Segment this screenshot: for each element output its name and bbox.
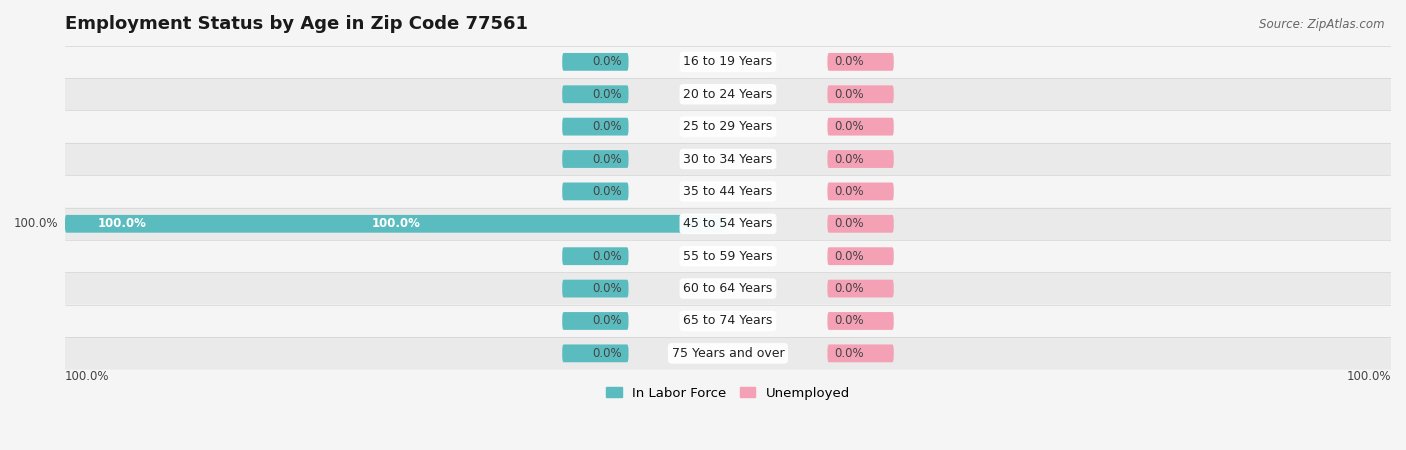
FancyBboxPatch shape xyxy=(827,312,894,330)
FancyBboxPatch shape xyxy=(827,118,894,135)
FancyBboxPatch shape xyxy=(65,78,1391,110)
Text: 0.0%: 0.0% xyxy=(592,185,621,198)
Text: Employment Status by Age in Zip Code 77561: Employment Status by Age in Zip Code 775… xyxy=(65,15,527,33)
FancyBboxPatch shape xyxy=(562,248,628,265)
Text: 60 to 64 Years: 60 to 64 Years xyxy=(683,282,773,295)
FancyBboxPatch shape xyxy=(562,86,628,103)
Text: 100.0%: 100.0% xyxy=(14,217,58,230)
Text: 0.0%: 0.0% xyxy=(834,88,863,101)
FancyBboxPatch shape xyxy=(65,337,1391,369)
Text: 0.0%: 0.0% xyxy=(834,120,863,133)
Text: 100.0%: 100.0% xyxy=(373,217,420,230)
FancyBboxPatch shape xyxy=(562,279,628,297)
FancyBboxPatch shape xyxy=(65,45,1391,78)
Text: 0.0%: 0.0% xyxy=(592,55,621,68)
Text: 100.0%: 100.0% xyxy=(98,217,148,230)
Text: 0.0%: 0.0% xyxy=(834,55,863,68)
Text: 0.0%: 0.0% xyxy=(834,217,863,230)
Text: 55 to 59 Years: 55 to 59 Years xyxy=(683,250,773,263)
Text: 0.0%: 0.0% xyxy=(834,250,863,263)
Text: 0.0%: 0.0% xyxy=(592,315,621,328)
FancyBboxPatch shape xyxy=(827,150,894,168)
FancyBboxPatch shape xyxy=(562,344,628,362)
Text: 75 Years and over: 75 Years and over xyxy=(672,347,785,360)
FancyBboxPatch shape xyxy=(65,110,1391,143)
Text: 35 to 44 Years: 35 to 44 Years xyxy=(683,185,773,198)
FancyBboxPatch shape xyxy=(562,312,628,330)
FancyBboxPatch shape xyxy=(562,183,628,200)
FancyBboxPatch shape xyxy=(827,86,894,103)
FancyBboxPatch shape xyxy=(65,305,1391,337)
FancyBboxPatch shape xyxy=(827,248,894,265)
Text: 0.0%: 0.0% xyxy=(592,88,621,101)
Text: 0.0%: 0.0% xyxy=(592,347,621,360)
FancyBboxPatch shape xyxy=(65,175,1391,207)
Text: 100.0%: 100.0% xyxy=(1347,369,1391,382)
FancyBboxPatch shape xyxy=(562,53,628,71)
FancyBboxPatch shape xyxy=(827,183,894,200)
Text: 20 to 24 Years: 20 to 24 Years xyxy=(683,88,773,101)
FancyBboxPatch shape xyxy=(65,215,728,233)
Text: 0.0%: 0.0% xyxy=(592,282,621,295)
FancyBboxPatch shape xyxy=(65,272,1391,305)
Text: 16 to 19 Years: 16 to 19 Years xyxy=(683,55,772,68)
Text: 0.0%: 0.0% xyxy=(592,120,621,133)
Text: 30 to 34 Years: 30 to 34 Years xyxy=(683,153,773,166)
Legend: In Labor Force, Unemployed: In Labor Force, Unemployed xyxy=(600,382,855,405)
FancyBboxPatch shape xyxy=(562,150,628,168)
Text: Source: ZipAtlas.com: Source: ZipAtlas.com xyxy=(1260,18,1385,31)
Text: 0.0%: 0.0% xyxy=(592,153,621,166)
FancyBboxPatch shape xyxy=(827,279,894,297)
Text: 0.0%: 0.0% xyxy=(834,347,863,360)
FancyBboxPatch shape xyxy=(65,240,1391,272)
FancyBboxPatch shape xyxy=(827,344,894,362)
Text: 0.0%: 0.0% xyxy=(834,153,863,166)
FancyBboxPatch shape xyxy=(65,143,1391,175)
FancyBboxPatch shape xyxy=(65,207,1391,240)
Text: 45 to 54 Years: 45 to 54 Years xyxy=(683,217,773,230)
Text: 0.0%: 0.0% xyxy=(834,185,863,198)
FancyBboxPatch shape xyxy=(827,215,894,233)
Text: 0.0%: 0.0% xyxy=(834,282,863,295)
Text: 0.0%: 0.0% xyxy=(834,315,863,328)
Text: 25 to 29 Years: 25 to 29 Years xyxy=(683,120,773,133)
Text: 100.0%: 100.0% xyxy=(65,369,110,382)
FancyBboxPatch shape xyxy=(562,118,628,135)
Text: 0.0%: 0.0% xyxy=(592,250,621,263)
Text: 65 to 74 Years: 65 to 74 Years xyxy=(683,315,773,328)
FancyBboxPatch shape xyxy=(827,53,894,71)
